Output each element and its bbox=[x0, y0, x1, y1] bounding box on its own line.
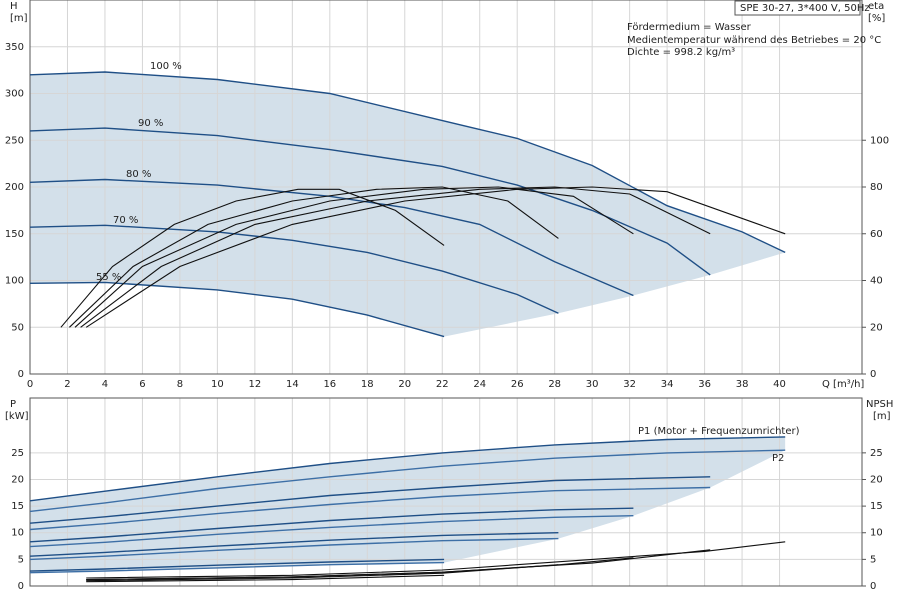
note: Fördermedium = Wasser bbox=[627, 22, 752, 33]
curve bbox=[29, 486, 711, 531]
x-tick-label: 14 bbox=[286, 379, 299, 390]
operating-area bbox=[30, 71, 786, 337]
x-tick-label: 18 bbox=[361, 379, 374, 390]
secondary-curve bbox=[60, 188, 445, 328]
curve-label: 100 % bbox=[150, 61, 182, 72]
y2-axis-unit: [m] bbox=[873, 411, 891, 422]
chart-title: SPE 30-27, 3*400 V, 50Hz bbox=[740, 3, 870, 14]
y-axis-label: P bbox=[10, 399, 16, 410]
y-tick-label: 350 bbox=[5, 42, 24, 53]
y-tick-label: 300 bbox=[5, 89, 24, 100]
y-axis-label: H bbox=[10, 1, 18, 12]
curve bbox=[29, 281, 445, 338]
x-tick-label: 26 bbox=[511, 379, 524, 390]
x-tick-label: 10 bbox=[211, 379, 224, 390]
y2-axis-label: NPSH bbox=[866, 399, 893, 410]
y-tick-label: 200 bbox=[5, 182, 24, 193]
x-tick-label: 2 bbox=[64, 379, 70, 390]
curve bbox=[29, 532, 559, 557]
x-tick-label: 4 bbox=[102, 379, 108, 390]
y-tick-label: 0 bbox=[18, 369, 24, 380]
plot-frame bbox=[29, 0, 863, 375]
y2-tick-label: 10 bbox=[870, 528, 883, 539]
x-tick-label: 40 bbox=[773, 379, 786, 390]
y2-tick-label: 5 bbox=[870, 554, 876, 565]
y-axis-unit: [m] bbox=[10, 13, 28, 24]
y-tick-label: 5 bbox=[18, 554, 24, 565]
x-tick-label: 8 bbox=[177, 379, 183, 390]
y-tick-label: 100 bbox=[5, 276, 24, 287]
x-tick-label: 32 bbox=[623, 379, 636, 390]
plot-frame bbox=[29, 397, 863, 587]
curve bbox=[29, 224, 559, 314]
curve bbox=[29, 178, 634, 297]
y2-tick-label: 15 bbox=[870, 501, 883, 512]
curve bbox=[29, 476, 711, 524]
note: Medientemperatur während des Betriebes =… bbox=[627, 35, 881, 46]
x-tick-label: 20 bbox=[398, 379, 411, 390]
curve bbox=[29, 127, 711, 276]
secondary-curve bbox=[86, 574, 445, 583]
curve bbox=[29, 537, 559, 561]
secondary-curve bbox=[80, 186, 711, 328]
x-tick-label: 24 bbox=[473, 379, 486, 390]
curve bbox=[29, 449, 786, 513]
curve bbox=[29, 515, 634, 548]
y2-axis-label: eta bbox=[868, 1, 884, 12]
x-tick-label: 38 bbox=[736, 379, 749, 390]
curve bbox=[29, 558, 445, 572]
y2-tick-label: 0 bbox=[870, 581, 876, 592]
x-axis-label: Q [m³/h] bbox=[822, 379, 864, 390]
x-tick-label: 34 bbox=[661, 379, 674, 390]
secondary-curve bbox=[86, 541, 786, 579]
x-tick-label: 28 bbox=[548, 379, 561, 390]
y2-tick-label: 40 bbox=[870, 276, 883, 287]
y2-tick-label: 0 bbox=[870, 369, 876, 380]
operating-area bbox=[30, 436, 786, 573]
secondary-curve bbox=[69, 186, 559, 328]
curve bbox=[29, 71, 786, 254]
curve-label: 90 % bbox=[138, 118, 163, 129]
x-tick-label: 36 bbox=[698, 379, 711, 390]
curve-label: P1 (Motor + Frequenzumrichter) bbox=[638, 426, 800, 437]
secondary-curve bbox=[86, 564, 559, 582]
curve-label: 80 % bbox=[126, 169, 151, 180]
x-tick-label: 16 bbox=[323, 379, 336, 390]
y-tick-label: 250 bbox=[5, 135, 24, 146]
curve-label: 70 % bbox=[113, 215, 138, 226]
y-axis-unit: [kW] bbox=[5, 411, 29, 422]
y-tick-label: 25 bbox=[11, 448, 24, 459]
curve-label: P2 bbox=[772, 453, 784, 464]
y2-tick-label: 20 bbox=[870, 322, 883, 333]
y2-tick-label: 20 bbox=[870, 474, 883, 485]
y-tick-label: 150 bbox=[5, 229, 24, 240]
secondary-curve bbox=[85, 186, 786, 328]
curve-label: 55 % bbox=[96, 272, 121, 283]
y-tick-label: 0 bbox=[18, 581, 24, 592]
y2-tick-label: 25 bbox=[870, 448, 883, 459]
y2-tick-label: 60 bbox=[870, 229, 883, 240]
info-box bbox=[734, 0, 861, 16]
x-tick-label: 22 bbox=[436, 379, 449, 390]
curve bbox=[29, 436, 786, 502]
x-tick-label: 12 bbox=[248, 379, 261, 390]
y-tick-label: 10 bbox=[11, 528, 24, 539]
curve bbox=[29, 561, 445, 574]
x-tick-label: 6 bbox=[139, 379, 145, 390]
note: Dichte = 998.2 kg/m³ bbox=[627, 47, 735, 58]
y-tick-label: 20 bbox=[11, 474, 24, 485]
secondary-curve bbox=[86, 557, 634, 581]
plot-layer: 0 2 4 6 8 10 12 14 16 18 20 22 24 26 28 30 32 34 36 38 40050… bbox=[5, 0, 889, 592]
y2-tick-label: 100 bbox=[870, 135, 889, 146]
y-tick-label: 15 bbox=[11, 501, 24, 512]
x-tick-label: 30 bbox=[586, 379, 599, 390]
secondary-curve bbox=[74, 186, 634, 328]
y2-tick-label: 80 bbox=[870, 182, 883, 193]
curve bbox=[29, 507, 634, 543]
x-tick-label: 0 bbox=[27, 379, 33, 390]
y-tick-label: 50 bbox=[11, 322, 24, 333]
y2-axis-unit: [%] bbox=[868, 13, 885, 24]
